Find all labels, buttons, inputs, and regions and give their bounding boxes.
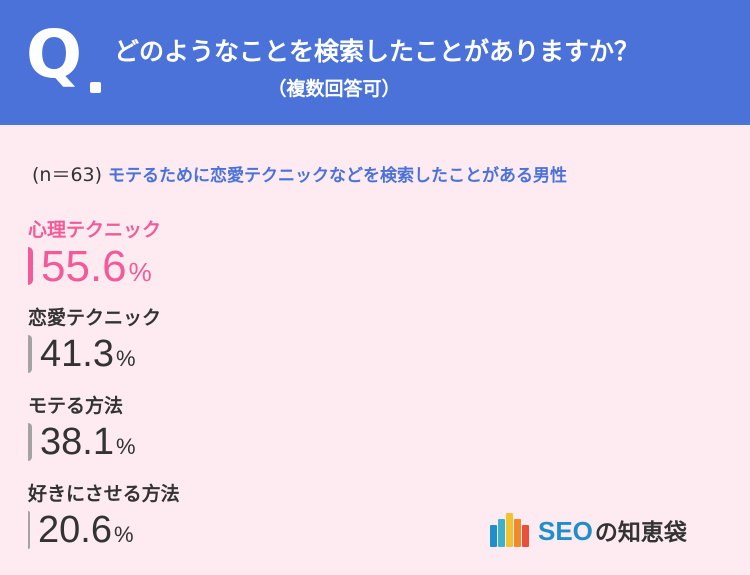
logo-suffix: の知恵袋 [594,520,687,546]
value-unit: % [128,257,152,287]
category-label: 好きにさせる方法 [28,483,180,505]
value-number: 55.6 [41,242,127,291]
q-dot [90,82,101,93]
value-label: 41.3% [40,335,136,373]
sample-description: モテるために恋愛テクニックなどを検索したことがある男性 [108,166,568,186]
value-number: 41.3 [40,333,114,375]
bar [28,423,32,461]
value-label: 20.6% [38,511,134,549]
logo-seo: SEO [538,516,593,546]
logo-icon [490,513,530,547]
category-label: モテる方法 [28,395,124,417]
question-header: Q どのようなことを検索したことがありますか？ （複数回答可） [0,0,750,125]
bar [28,511,30,549]
value-number: 20.6 [38,509,112,551]
value-unit: % [113,522,134,547]
question-subtitle: （複数回答可） [267,78,401,100]
value-number: 38.1 [40,421,114,463]
brand-logo: SEOの知恵袋 [490,510,687,550]
category-label: 心理テクニック [28,219,162,241]
question-title: どのようなことを検索したことがありますか？ [114,37,640,66]
bar [28,247,33,285]
value-unit: % [115,346,136,371]
value-label: 38.1% [40,423,136,461]
q-mark: Q [26,16,83,93]
logo-text: SEOの知恵袋 [538,513,687,547]
category-label: 恋愛テクニック [28,307,162,329]
value-label: 55.6% [41,245,152,289]
sample-note: (n＝63) モテるために恋愛テクニックなどを検索したことがある男性 [32,160,567,187]
value-unit: % [115,434,136,459]
sample-size: (n＝63) [32,164,103,186]
bar [28,335,32,373]
